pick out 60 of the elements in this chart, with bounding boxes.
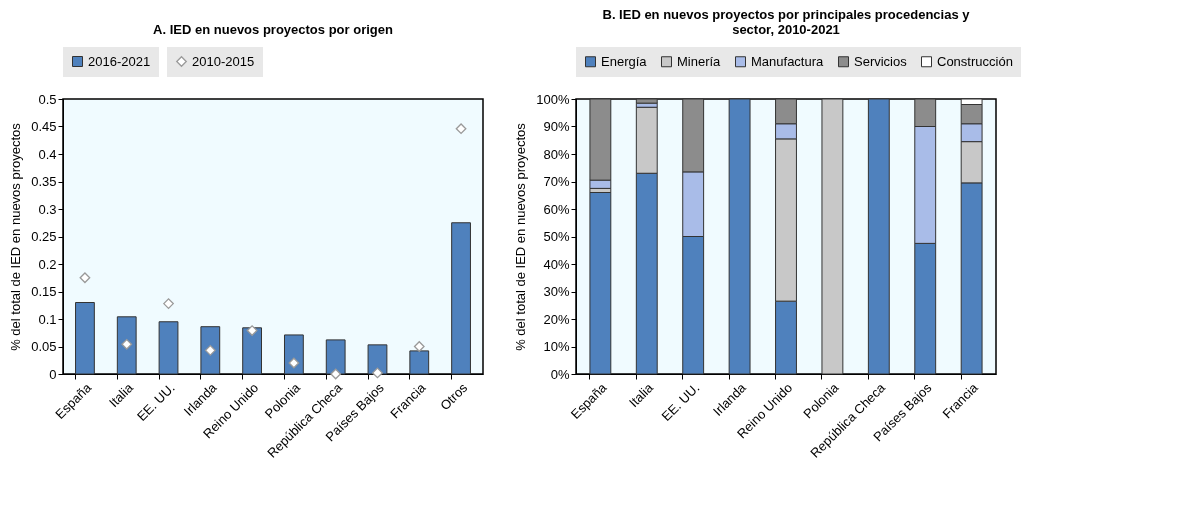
bar bbox=[635, 98, 658, 104]
y-tick-label: 90% bbox=[543, 119, 570, 134]
y-tick-label: 0 bbox=[49, 366, 57, 382]
point bbox=[79, 272, 91, 284]
y-tick-label: 30% bbox=[543, 284, 570, 299]
point bbox=[204, 344, 216, 356]
point bbox=[288, 357, 300, 369]
bar bbox=[409, 350, 430, 375]
bar bbox=[867, 98, 890, 375]
y-tick-label: 80% bbox=[543, 146, 570, 162]
legend-label: Minería bbox=[677, 53, 722, 69]
x-tick-label: EE. UU. bbox=[658, 380, 703, 424]
legend-label: Manufactura bbox=[751, 53, 825, 69]
bar bbox=[283, 334, 304, 375]
y-axis-title: % del total de IED en nuevos proyectos bbox=[8, 122, 24, 351]
bar bbox=[116, 316, 137, 375]
point bbox=[121, 338, 133, 350]
point bbox=[246, 325, 258, 336]
bar bbox=[589, 192, 612, 375]
y-tick-label: 0% bbox=[550, 366, 570, 382]
y-tick-label: 60% bbox=[543, 201, 570, 217]
bar bbox=[200, 326, 221, 375]
y-tick-label: 0.05 bbox=[31, 339, 57, 354]
bar bbox=[158, 321, 179, 375]
bar bbox=[821, 98, 844, 375]
y-tick-label: 40% bbox=[543, 256, 570, 272]
y-axis-title: % del total de IED en nuevos proyectos bbox=[513, 122, 529, 351]
chart-title: B. IED en nuevos proyectos por principales procedencias y sector, 2010-2021 bbox=[602, 7, 971, 37]
legend-label: 2016-2021 bbox=[88, 53, 151, 69]
y-tick-label: 70% bbox=[543, 174, 570, 189]
y-tick-label: 0.2 bbox=[38, 256, 57, 272]
legend-label: Construcción bbox=[937, 53, 1013, 69]
y-tick-label: 0.15 bbox=[31, 284, 57, 299]
y-tick-label: 0.35 bbox=[31, 174, 57, 189]
point bbox=[372, 367, 383, 379]
point bbox=[330, 368, 342, 380]
y-tick-label: 10% bbox=[543, 339, 570, 354]
y-tick-label: 0.1 bbox=[38, 311, 57, 327]
point bbox=[455, 123, 467, 135]
legend-label: Energía bbox=[601, 53, 648, 69]
chart-title: A. IED en nuevos proyectos por origen bbox=[153, 22, 393, 37]
y-tick-label: 20% bbox=[543, 311, 570, 327]
bar bbox=[325, 339, 346, 375]
bar bbox=[451, 222, 471, 375]
x-tick-label: Italia bbox=[625, 379, 657, 411]
legend-label: Servicios bbox=[854, 53, 908, 69]
y-tick-label: 0.25 bbox=[31, 229, 57, 244]
point bbox=[413, 341, 425, 352]
y-tick-label: 0.4 bbox=[38, 146, 57, 162]
bar bbox=[242, 327, 263, 375]
bar bbox=[728, 98, 751, 375]
bar bbox=[75, 302, 95, 375]
legend-label: 2010-2015 bbox=[192, 53, 255, 69]
point bbox=[163, 298, 174, 309]
y-tick-label: 0.5 bbox=[38, 91, 57, 107]
y-tick-label: 0.45 bbox=[31, 119, 57, 134]
y-tick-label: 50% bbox=[543, 229, 570, 244]
y-tick-label: 0.3 bbox=[38, 201, 57, 217]
y-tick-label: 100% bbox=[536, 91, 570, 107]
bar bbox=[367, 344, 388, 375]
